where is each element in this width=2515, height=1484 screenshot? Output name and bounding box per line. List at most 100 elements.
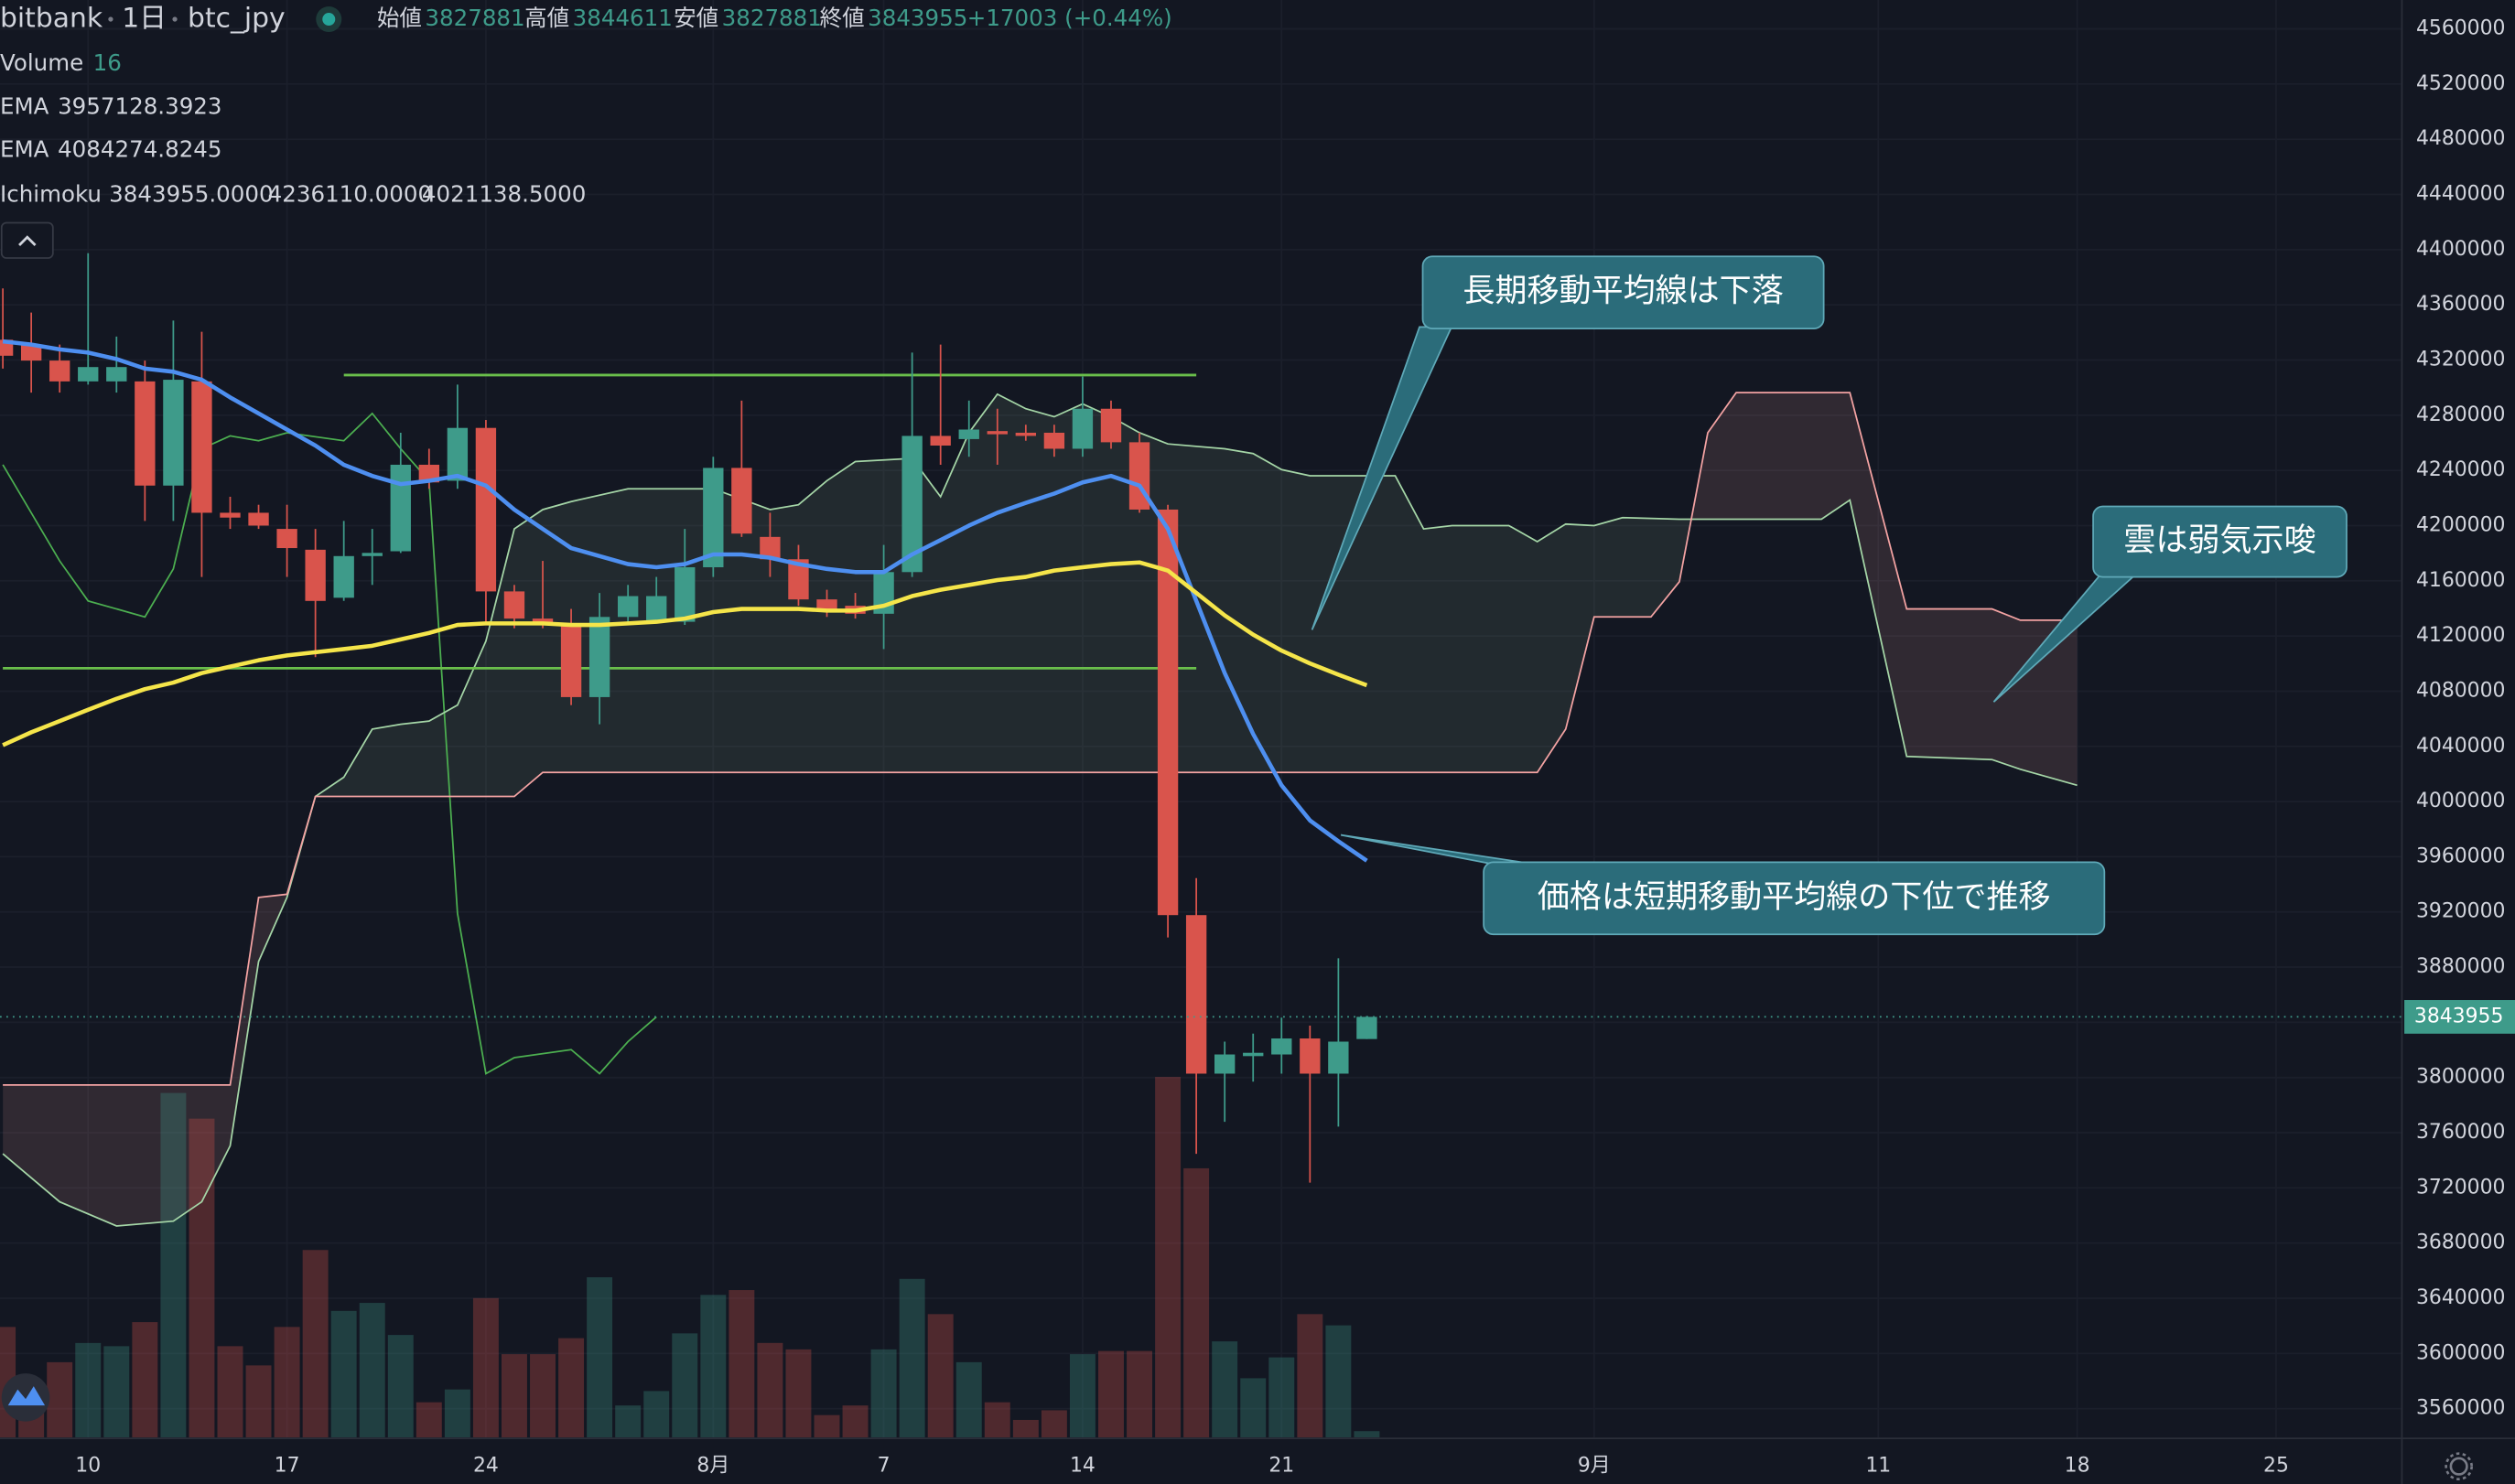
candle-body bbox=[135, 381, 156, 486]
ichimoku-span bbox=[2, 393, 2078, 1227]
candle-body bbox=[760, 536, 781, 560]
y-tick-label: 4360000 bbox=[2416, 293, 2506, 316]
y-tick-label: 3880000 bbox=[2416, 955, 2506, 978]
separator bbox=[172, 16, 178, 22]
volume-bar bbox=[1212, 1341, 1238, 1438]
volume-bar bbox=[672, 1333, 698, 1438]
candle-body bbox=[788, 559, 809, 600]
settings-gear[interactable] bbox=[2449, 1457, 2468, 1476]
candle-body bbox=[305, 549, 326, 601]
volume-bar bbox=[302, 1250, 329, 1438]
volume-bar bbox=[643, 1391, 670, 1438]
y-tick-label: 4120000 bbox=[2416, 624, 2506, 647]
volume-bar bbox=[245, 1365, 272, 1438]
x-tick-label: 17 bbox=[275, 1455, 300, 1478]
volume-bar bbox=[47, 1361, 73, 1438]
market-status bbox=[322, 13, 336, 27]
ema-value: 3957128.3923 bbox=[58, 92, 221, 119]
volume-bar bbox=[870, 1349, 897, 1438]
volume-bar bbox=[501, 1354, 527, 1438]
ichimoku-value: 4021138.5000 bbox=[422, 181, 586, 208]
volume-label: Volume bbox=[0, 49, 83, 76]
cloud-bullish bbox=[3, 393, 2078, 1085]
candle-body bbox=[1157, 509, 1179, 916]
candle-body bbox=[1100, 408, 1122, 443]
y-tick-label: 4280000 bbox=[2416, 403, 2506, 426]
candle-body bbox=[475, 427, 497, 592]
volume-bar bbox=[587, 1277, 613, 1438]
callout: 価格は短期移動平均線の下位で推移 bbox=[1340, 833, 2106, 936]
candle-body bbox=[1271, 1038, 1292, 1055]
y-tick-label: 4240000 bbox=[2416, 458, 2506, 481]
candle-body bbox=[447, 427, 469, 481]
candle-body bbox=[816, 599, 837, 609]
volume-bar bbox=[729, 1290, 755, 1438]
y-tick-label: 3680000 bbox=[2416, 1231, 2506, 1254]
volume-bar bbox=[700, 1295, 727, 1438]
separator bbox=[108, 16, 113, 22]
y-tick-label: 4400000 bbox=[2416, 238, 2506, 261]
close-label: 終値 bbox=[820, 5, 865, 31]
y-tick-label: 3960000 bbox=[2416, 844, 2506, 867]
open-value: 3827881 bbox=[425, 5, 524, 31]
volume-bar bbox=[1069, 1354, 1096, 1438]
volume-bar bbox=[75, 1342, 102, 1438]
logo[interactable] bbox=[1, 1373, 50, 1422]
y-tick-label: 3640000 bbox=[2416, 1286, 2506, 1309]
low-label: 安値 bbox=[674, 5, 718, 31]
interval: 1日 bbox=[122, 3, 167, 35]
logo-badge[interactable] bbox=[1, 1373, 50, 1422]
volume-bar bbox=[615, 1405, 642, 1438]
volume-bar bbox=[1183, 1167, 1210, 1438]
y-tick-label: 3560000 bbox=[2416, 1397, 2506, 1420]
candle-body bbox=[901, 436, 923, 573]
volume-bar bbox=[330, 1310, 357, 1438]
callout-box bbox=[1483, 861, 2106, 936]
ichimoku-label: Ichimoku bbox=[0, 181, 102, 208]
candle-body bbox=[390, 464, 411, 552]
ichimoku-span bbox=[2, 412, 657, 1075]
volume-bar bbox=[558, 1338, 585, 1438]
last-price-label: 3843955 bbox=[2414, 1005, 2504, 1027]
volume-bar bbox=[927, 1314, 954, 1438]
candle-body bbox=[560, 625, 582, 697]
price-axis-panel bbox=[2401, 0, 2515, 1484]
high-label: 高値 bbox=[524, 5, 569, 31]
y-tick-label: 3760000 bbox=[2416, 1121, 2506, 1144]
settings-button[interactable] bbox=[2445, 1452, 2473, 1481]
collapse-button[interactable] bbox=[0, 221, 54, 259]
volume-bar bbox=[1127, 1350, 1153, 1438]
ema-value: 4084274.8245 bbox=[58, 136, 221, 163]
x-tick-label: 18 bbox=[2065, 1455, 2090, 1478]
volume-bar bbox=[387, 1335, 414, 1438]
ichimoku-value: 4236110.0000 bbox=[268, 181, 432, 208]
candle-body bbox=[1185, 915, 1207, 1074]
candle-body bbox=[503, 591, 525, 619]
y-tick-label: 4320000 bbox=[2416, 349, 2506, 371]
x-tick-label: 8月 bbox=[696, 1455, 729, 1478]
candle-body bbox=[106, 367, 127, 382]
ichimoku-value: 3843955.0000 bbox=[109, 181, 273, 208]
ema-line bbox=[2, 560, 1368, 747]
y-tick-label: 4000000 bbox=[2416, 790, 2506, 812]
x-tick-label: 7 bbox=[878, 1455, 891, 1478]
volume-bar bbox=[757, 1342, 783, 1438]
volume-bar bbox=[189, 1118, 215, 1438]
candle-body bbox=[1328, 1041, 1349, 1074]
settings-gear-teeth bbox=[2445, 1452, 2473, 1481]
volume-bar bbox=[1240, 1378, 1267, 1438]
candle-body bbox=[1300, 1038, 1321, 1074]
volume-bar bbox=[899, 1278, 925, 1438]
candle-body bbox=[1072, 408, 1094, 449]
y-tick-label: 4200000 bbox=[2416, 513, 2506, 536]
ema-label: EMA bbox=[0, 136, 49, 163]
candle-body bbox=[646, 596, 667, 620]
volume-bar bbox=[217, 1346, 243, 1438]
candle-body bbox=[220, 512, 241, 518]
y-tick-label: 4480000 bbox=[2416, 127, 2506, 150]
candle-body bbox=[362, 553, 383, 556]
y-tick-label: 4040000 bbox=[2416, 735, 2506, 758]
collapse-button-frame[interactable] bbox=[0, 221, 54, 259]
exchange: bitbank bbox=[0, 3, 103, 35]
